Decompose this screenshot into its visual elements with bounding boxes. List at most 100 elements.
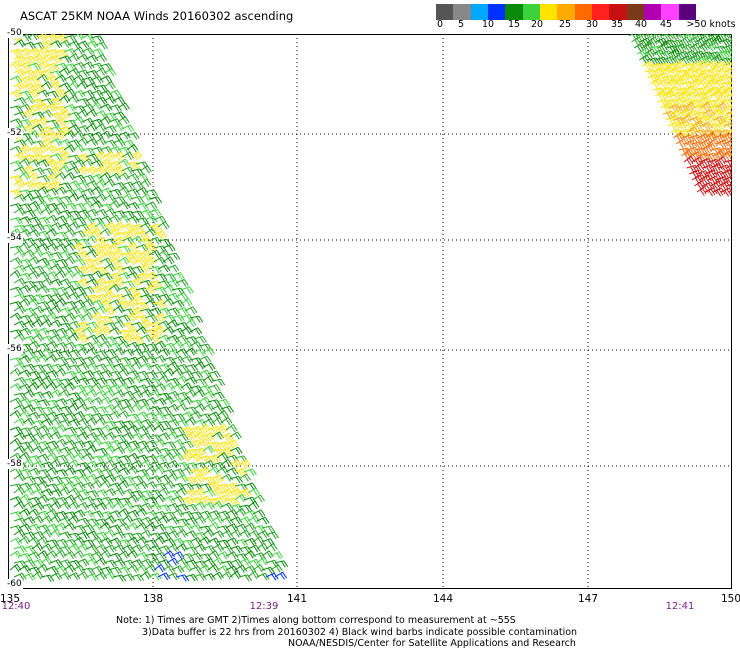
wind-barb xyxy=(31,111,45,119)
wind-barb xyxy=(94,165,107,175)
wind-barb xyxy=(58,350,73,358)
wind-barb xyxy=(243,468,257,476)
wind-barb xyxy=(198,455,213,464)
wind-barb xyxy=(9,410,22,419)
wind-barb xyxy=(130,375,143,384)
wind-barb xyxy=(27,340,41,349)
wind-barb xyxy=(216,483,231,492)
wind-barb xyxy=(683,140,698,149)
wind-barb xyxy=(90,200,103,209)
wind-barb xyxy=(721,81,732,90)
wind-barb xyxy=(36,425,50,434)
wind-barb xyxy=(724,121,732,131)
wind-barb xyxy=(27,370,41,379)
wind-barb xyxy=(139,432,153,441)
wind-barb xyxy=(162,256,175,265)
wind-barb xyxy=(700,68,714,78)
wind-barb xyxy=(166,557,180,566)
wind-barb xyxy=(36,469,51,477)
wind-barb xyxy=(103,222,117,232)
wind-barb xyxy=(27,172,40,182)
wind-barb xyxy=(726,183,732,189)
wind-barb xyxy=(31,98,46,107)
wind-barb xyxy=(85,490,100,498)
wind-barb xyxy=(49,489,63,497)
wind-barb xyxy=(13,151,27,162)
wind-barb xyxy=(175,419,189,428)
wind-barb xyxy=(657,98,671,108)
wind-barb xyxy=(711,54,724,65)
wind-barb xyxy=(135,202,149,210)
wind-barb xyxy=(175,557,189,566)
wind-barb xyxy=(211,417,224,426)
wind-barb xyxy=(58,250,72,259)
wind-barb xyxy=(63,144,76,153)
wind-barb xyxy=(90,312,103,322)
wind-barb xyxy=(703,54,716,65)
wind-barb xyxy=(40,263,54,272)
wind-barb xyxy=(135,536,148,545)
wind-barb xyxy=(108,133,123,141)
wind-barb xyxy=(112,403,125,412)
wind-barb xyxy=(144,243,158,253)
wind-barb xyxy=(135,173,149,182)
wind-barb xyxy=(81,132,95,141)
wind-barb xyxy=(108,299,122,308)
wind-barb xyxy=(135,272,149,281)
wind-barb xyxy=(49,431,62,440)
wind-barb xyxy=(148,334,162,344)
wind-barb xyxy=(76,292,90,301)
wind-barb xyxy=(18,427,33,435)
wind-barb xyxy=(40,347,54,356)
wind-barb xyxy=(229,459,242,469)
wind-barb xyxy=(238,574,253,582)
wind-barb xyxy=(157,420,172,428)
wind-barb xyxy=(27,312,40,321)
note-line-2: 3)Data buffer is 22 hrs from 20160302 4)… xyxy=(142,627,578,638)
wind-barb xyxy=(121,210,136,218)
wind-barb xyxy=(694,129,708,138)
wind-barb xyxy=(148,280,163,289)
wind-barb xyxy=(126,241,139,252)
wind-barb xyxy=(716,34,730,41)
wind-barb xyxy=(94,544,108,553)
wind-barb xyxy=(649,78,662,89)
wind-barb xyxy=(180,298,193,307)
wind-barb xyxy=(126,161,141,170)
wind-barb xyxy=(103,420,118,428)
wind-barb xyxy=(22,475,37,484)
wind-barb xyxy=(117,382,131,391)
wind-barb xyxy=(54,538,69,547)
wind-barb xyxy=(184,364,199,372)
wind-barb xyxy=(103,459,116,468)
wind-barb xyxy=(225,467,239,476)
wind-barb xyxy=(718,164,732,173)
wind-barb xyxy=(108,426,122,435)
wind-barb xyxy=(184,306,198,315)
wind-barb xyxy=(207,370,221,379)
wind-barb xyxy=(9,368,22,377)
wind-barb xyxy=(18,272,32,281)
colorbar-swatch xyxy=(609,4,627,20)
wind-barb xyxy=(36,327,50,336)
wind-barb xyxy=(660,66,673,77)
wind-barb xyxy=(76,153,91,163)
wind-barb xyxy=(175,334,189,343)
wind-barb xyxy=(76,265,90,274)
wind-barb xyxy=(45,440,59,449)
wind-barb xyxy=(49,40,63,49)
wind-barb xyxy=(45,34,59,43)
wind-barb xyxy=(31,333,45,342)
wind-barb xyxy=(67,487,81,496)
wind-barb xyxy=(675,138,689,149)
wind-barb xyxy=(76,53,90,62)
wind-barb xyxy=(703,74,717,84)
wind-barb xyxy=(628,34,642,41)
wind-barb xyxy=(153,215,167,224)
wind-barb xyxy=(36,102,50,113)
wind-barb xyxy=(67,433,81,442)
wind-barb xyxy=(671,39,685,48)
wind-barb xyxy=(40,515,53,524)
wind-barb xyxy=(198,438,211,448)
wind-barb xyxy=(184,530,198,539)
